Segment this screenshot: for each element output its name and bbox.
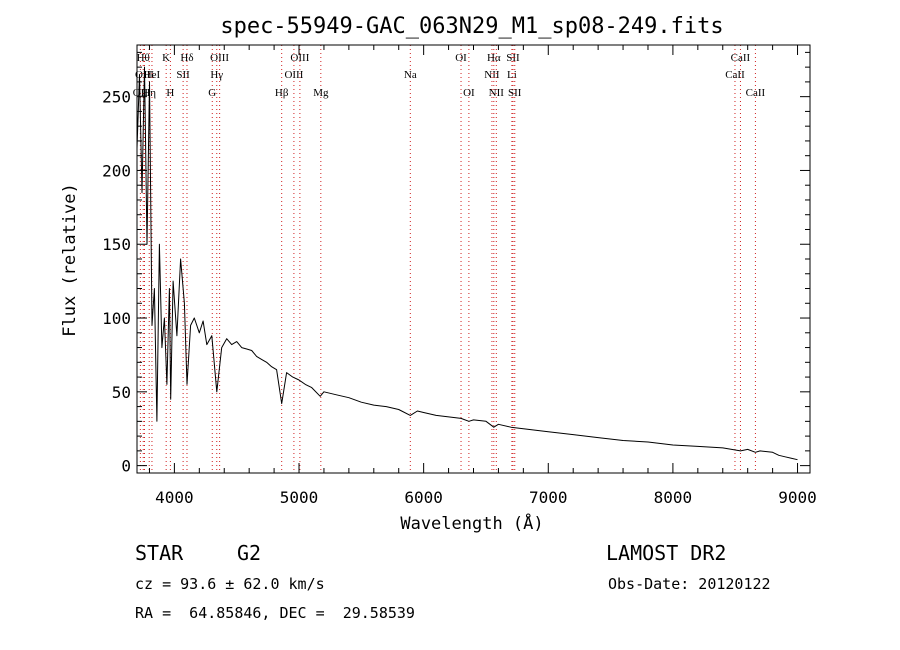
y-tick-label-3: 150 bbox=[102, 235, 131, 254]
line-label-24: SII bbox=[508, 87, 522, 99]
x-tick-label-2: 6000 bbox=[404, 488, 443, 507]
y-tick-label-0: 0 bbox=[121, 457, 131, 476]
line-label-6: H bbox=[166, 87, 174, 99]
line-label-18: OI bbox=[463, 87, 475, 99]
line-label-17: OI bbox=[455, 52, 467, 64]
line-label-4: HeI bbox=[144, 69, 161, 81]
spectral-line-markers: OIIHθOIIIHηHeIKHSIIHδGHγOIIIHβOIIIOIIIMg… bbox=[133, 45, 766, 473]
axis-ticks: 4000 5000 6000 7000 8000 9000 0 50 100 150 200 250 bbox=[102, 45, 817, 507]
line-label-16: Na bbox=[404, 69, 417, 81]
spectrum-series bbox=[136, 66, 798, 461]
redshift-velocity: cz = 93.6 ± 62.0 km/s bbox=[135, 575, 325, 593]
line-label-27: CaII bbox=[746, 87, 766, 99]
object-class: STAR bbox=[135, 541, 184, 565]
line-label-12: Hβ bbox=[275, 87, 289, 99]
x-tick-label-0: 4000 bbox=[155, 488, 194, 507]
line-label-8: Hδ bbox=[180, 52, 193, 64]
x-tick-label-5: 9000 bbox=[778, 488, 817, 507]
x-tick-label-4: 8000 bbox=[654, 488, 693, 507]
plot-frame bbox=[136, 44, 811, 474]
x-tick-label-1: 5000 bbox=[280, 488, 319, 507]
object-subclass: G2 bbox=[237, 541, 262, 565]
line-label-22: Li bbox=[507, 69, 517, 81]
line-label-14: OIII bbox=[290, 52, 309, 64]
line-label-1: Hθ bbox=[137, 52, 150, 64]
line-label-5: K bbox=[162, 52, 170, 64]
y-tick-label-2: 100 bbox=[102, 309, 131, 328]
line-label-13: OIII bbox=[284, 69, 303, 81]
observation-date: Obs-Date: 20120122 bbox=[608, 575, 771, 593]
spectrum-line bbox=[136, 66, 798, 461]
y-axis-label: Flux (relative) bbox=[60, 183, 80, 337]
y-tick-label-4: 200 bbox=[102, 161, 131, 180]
line-label-23: SII bbox=[506, 52, 520, 64]
y-tick-label-5: 250 bbox=[102, 88, 131, 107]
survey-name: LAMOST DR2 bbox=[606, 541, 727, 565]
line-label-25: CaII bbox=[725, 69, 745, 81]
coordinates: RA = 64.85846, DEC = 29.58539 bbox=[135, 604, 415, 622]
line-label-9: G bbox=[208, 87, 216, 99]
line-label-20: Hα bbox=[487, 52, 501, 64]
line-label-19: NII bbox=[484, 69, 500, 81]
line-label-26: CaII bbox=[731, 52, 751, 64]
x-axis-label: Wavelength (Å) bbox=[400, 512, 543, 534]
line-label-15: Mg bbox=[313, 87, 329, 99]
chart-title: spec-55949-GAC_063N29_M1_sp08-249.fits bbox=[220, 14, 723, 39]
line-label-11: OIII bbox=[210, 52, 229, 64]
y-tick-label-1: 50 bbox=[112, 383, 131, 402]
line-label-10: Hγ bbox=[210, 69, 223, 81]
line-label-21: NII bbox=[489, 87, 505, 99]
x-tick-label-3: 7000 bbox=[529, 488, 568, 507]
line-label-7: SII bbox=[176, 69, 190, 81]
